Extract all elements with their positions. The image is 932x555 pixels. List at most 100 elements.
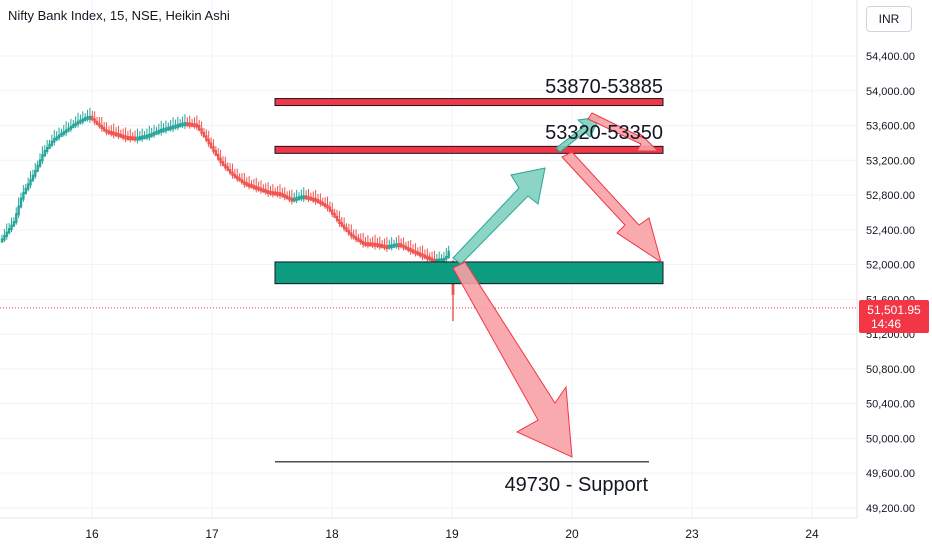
candle-body <box>200 128 203 134</box>
candle-body <box>133 136 137 141</box>
candle-body <box>447 250 450 258</box>
candle-body <box>3 235 6 241</box>
candle-body <box>171 125 175 130</box>
candle-body <box>407 246 410 251</box>
candle-body <box>112 131 115 136</box>
candle-body <box>323 203 327 208</box>
candle-body <box>57 134 61 139</box>
candle-body <box>72 124 75 129</box>
candle-body <box>269 190 272 195</box>
candle-body <box>117 132 120 137</box>
candle-body <box>60 132 63 137</box>
currency-selector[interactable]: INR <box>866 6 912 32</box>
candle-body <box>314 198 317 203</box>
candle-body <box>181 122 184 127</box>
candle-body <box>319 200 322 205</box>
resistance-line-2[interactable] <box>274 145 664 154</box>
candle-body <box>207 138 210 145</box>
green-arrow-tip[interactable] <box>555 116 601 153</box>
candle-body <box>93 118 96 123</box>
candle-body <box>369 242 372 247</box>
candle-body <box>176 123 180 128</box>
candle-body <box>31 174 35 182</box>
price-tick-label: 54,000.00 <box>866 86 915 98</box>
candle-body <box>354 236 358 241</box>
candle-body <box>48 143 51 149</box>
candle-body <box>188 122 191 127</box>
resistance-line-1[interactable] <box>274 98 664 107</box>
candle-body <box>212 146 215 153</box>
time-tick-label: 23 <box>685 527 699 541</box>
candle-body <box>262 188 265 193</box>
candle-body <box>312 197 315 202</box>
candle-body <box>217 153 220 160</box>
candle-body <box>224 163 227 169</box>
candle-body <box>278 192 282 197</box>
candle-body <box>411 249 415 254</box>
candle-body <box>233 173 237 178</box>
candle-body <box>404 245 408 250</box>
green-arrow-up[interactable] <box>452 167 546 265</box>
candle-body <box>321 201 324 206</box>
candle-body <box>102 127 106 132</box>
candle-body <box>440 258 443 263</box>
candle-body <box>43 150 46 157</box>
candle-body <box>307 195 310 200</box>
candle-body <box>19 197 23 208</box>
candle-body <box>266 190 270 195</box>
candle-body <box>83 117 87 122</box>
candle-body <box>126 136 130 141</box>
price-tick-label: 53,600.00 <box>866 121 915 133</box>
candle-body <box>340 221 343 227</box>
candle-body <box>98 122 101 127</box>
red-arrow-down[interactable] <box>452 261 573 458</box>
candle-body <box>383 244 386 249</box>
candle-body <box>409 248 412 253</box>
resistance-label-2: 53320-53350 <box>545 122 663 144</box>
candle-body <box>100 124 103 130</box>
candle-body <box>397 243 400 248</box>
candle-body <box>67 127 70 132</box>
candle-body <box>88 115 92 120</box>
candle-body <box>435 258 439 263</box>
candle-body <box>0 238 4 243</box>
candle-body <box>243 180 246 185</box>
candle-body <box>17 205 20 216</box>
candle-body <box>245 182 248 187</box>
candle-body <box>357 237 360 242</box>
time-tick-label: 16 <box>85 527 99 541</box>
candle-body <box>143 135 146 140</box>
time-tick-label: 18 <box>325 527 339 541</box>
candle-body <box>219 157 222 164</box>
red-arrow-small[interactable] <box>587 112 660 152</box>
time-tick-label: 20 <box>565 527 579 541</box>
candle-body <box>418 252 422 257</box>
candle-body <box>174 124 177 129</box>
price-axis[interactable]: 54,400.00 54,000.00 53,600.00 53,200.00 52,8… <box>866 51 915 515</box>
candle-body <box>293 197 296 202</box>
candle-body <box>79 119 82 124</box>
symbol-title[interactable]: Nifty Bank Index, 15, NSE, Heikin Ashi <box>8 8 230 23</box>
candle-body <box>169 125 172 130</box>
red-arrow-mid[interactable] <box>561 151 662 264</box>
candle-body <box>231 171 234 176</box>
price-tick-label: 50,000.00 <box>866 433 915 445</box>
candle-body <box>183 122 187 127</box>
candle-body <box>38 159 42 167</box>
candle-body <box>138 136 142 141</box>
candle-body <box>316 198 320 203</box>
last-price-value: 51,501.95 <box>867 303 921 317</box>
candle-body <box>179 123 182 128</box>
candle-body <box>309 196 313 201</box>
time-axis[interactable]: 16 17 18 19 20 23 24 <box>85 527 819 541</box>
candle-body <box>285 195 289 200</box>
candle-body <box>190 122 194 127</box>
candle-body <box>22 192 25 200</box>
candle-body <box>359 239 362 244</box>
candle-body <box>129 136 132 141</box>
time-tick-label: 24 <box>805 527 819 541</box>
time-tick-label: 19 <box>445 527 459 541</box>
candle-body <box>364 242 367 247</box>
